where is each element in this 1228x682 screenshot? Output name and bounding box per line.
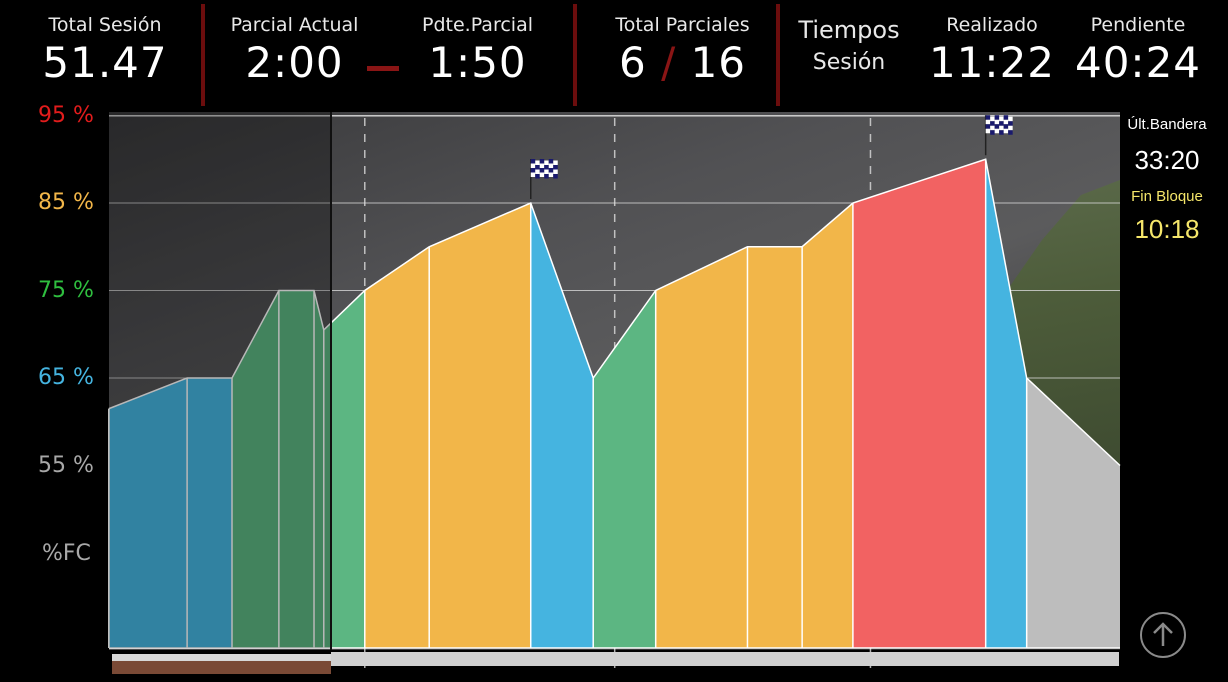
parciales-total: 16 [690, 38, 747, 87]
parciales-separator: / [661, 38, 677, 87]
zone-segment-red [852, 159, 986, 648]
y-tick-label: 55 % [38, 452, 94, 478]
tiempos-sesion: Tiempos Sesión [790, 0, 908, 75]
y-axis-unit: %FC [42, 541, 91, 566]
parcial-dash [367, 66, 399, 71]
scroll-up-button[interactable] [1140, 612, 1186, 658]
total-parciales: Total Parciales 6 / 16 [600, 0, 765, 87]
parciales-done: 6 [618, 38, 647, 87]
total-parciales-label: Total Parciales [615, 14, 750, 36]
checkered-flag-icon [985, 115, 1013, 135]
total-parciales-value: 6 / 16 [600, 38, 765, 87]
parcial-actual-label: Parcial Actual [230, 14, 359, 36]
tiempos-label: Tiempos [798, 16, 900, 44]
pdte-parcial-label: Pdte.Parcial [422, 14, 533, 36]
zone-segment-blue [985, 159, 1027, 648]
fin-bloque-label: Fin Bloque [1131, 188, 1203, 205]
zone-segment-green [593, 290, 656, 648]
header-separator [573, 4, 577, 106]
pdte-parcial: Pdte.Parcial 1:50 [410, 0, 545, 87]
header-separator [201, 4, 205, 106]
y-tick-label: 95 % [38, 102, 94, 128]
ult-bandera-label: Últ.Bandera [1127, 116, 1207, 133]
zone-segment-green [232, 290, 324, 648]
zone-segment-blue [530, 203, 594, 648]
header-separator [776, 4, 780, 106]
elapsed-progress-bar-top [112, 654, 331, 661]
total-sesion: Total Sesión 51.47 [36, 0, 174, 87]
y-tick-label: 75 % [38, 277, 94, 303]
elapsed-progress-bar [112, 661, 331, 674]
arrow-up-icon [1153, 622, 1173, 646]
remaining-progress-bar [330, 652, 1119, 666]
total-sesion-value: 51.47 [42, 38, 168, 87]
zone-segment-green [323, 290, 365, 648]
realizado-label: Realizado [946, 14, 1038, 36]
y-tick-label: 85 % [38, 190, 94, 215]
zone-segment-orange [364, 203, 531, 648]
parcial-actual: Parcial Actual 2:00 [222, 0, 367, 87]
pendiente-label: Pendiente [1090, 14, 1186, 36]
zone-segment-gray [1026, 378, 1120, 648]
realizado: Realizado 11:22 [924, 0, 1060, 87]
total-sesion-label: Total Sesión [48, 14, 162, 36]
realizado-value: 11:22 [928, 38, 1056, 87]
sesion-label: Sesión [812, 50, 886, 75]
parcial-actual-value: 2:00 [245, 38, 344, 87]
y-tick-label: 65 % [38, 365, 94, 390]
elapsed-overlay [109, 112, 331, 648]
pendiente: Pendiente 40:24 [1070, 0, 1206, 87]
checkered-flag-icon [530, 159, 558, 179]
zone-segment-blue [109, 378, 233, 648]
pendiente-value: 40:24 [1074, 38, 1202, 87]
ult-bandera-value: 33:20 [1134, 145, 1200, 175]
fin-bloque-value: 10:18 [1134, 214, 1200, 244]
zone-segment-orange [655, 203, 853, 648]
pdte-parcial-value: 1:50 [428, 38, 527, 87]
